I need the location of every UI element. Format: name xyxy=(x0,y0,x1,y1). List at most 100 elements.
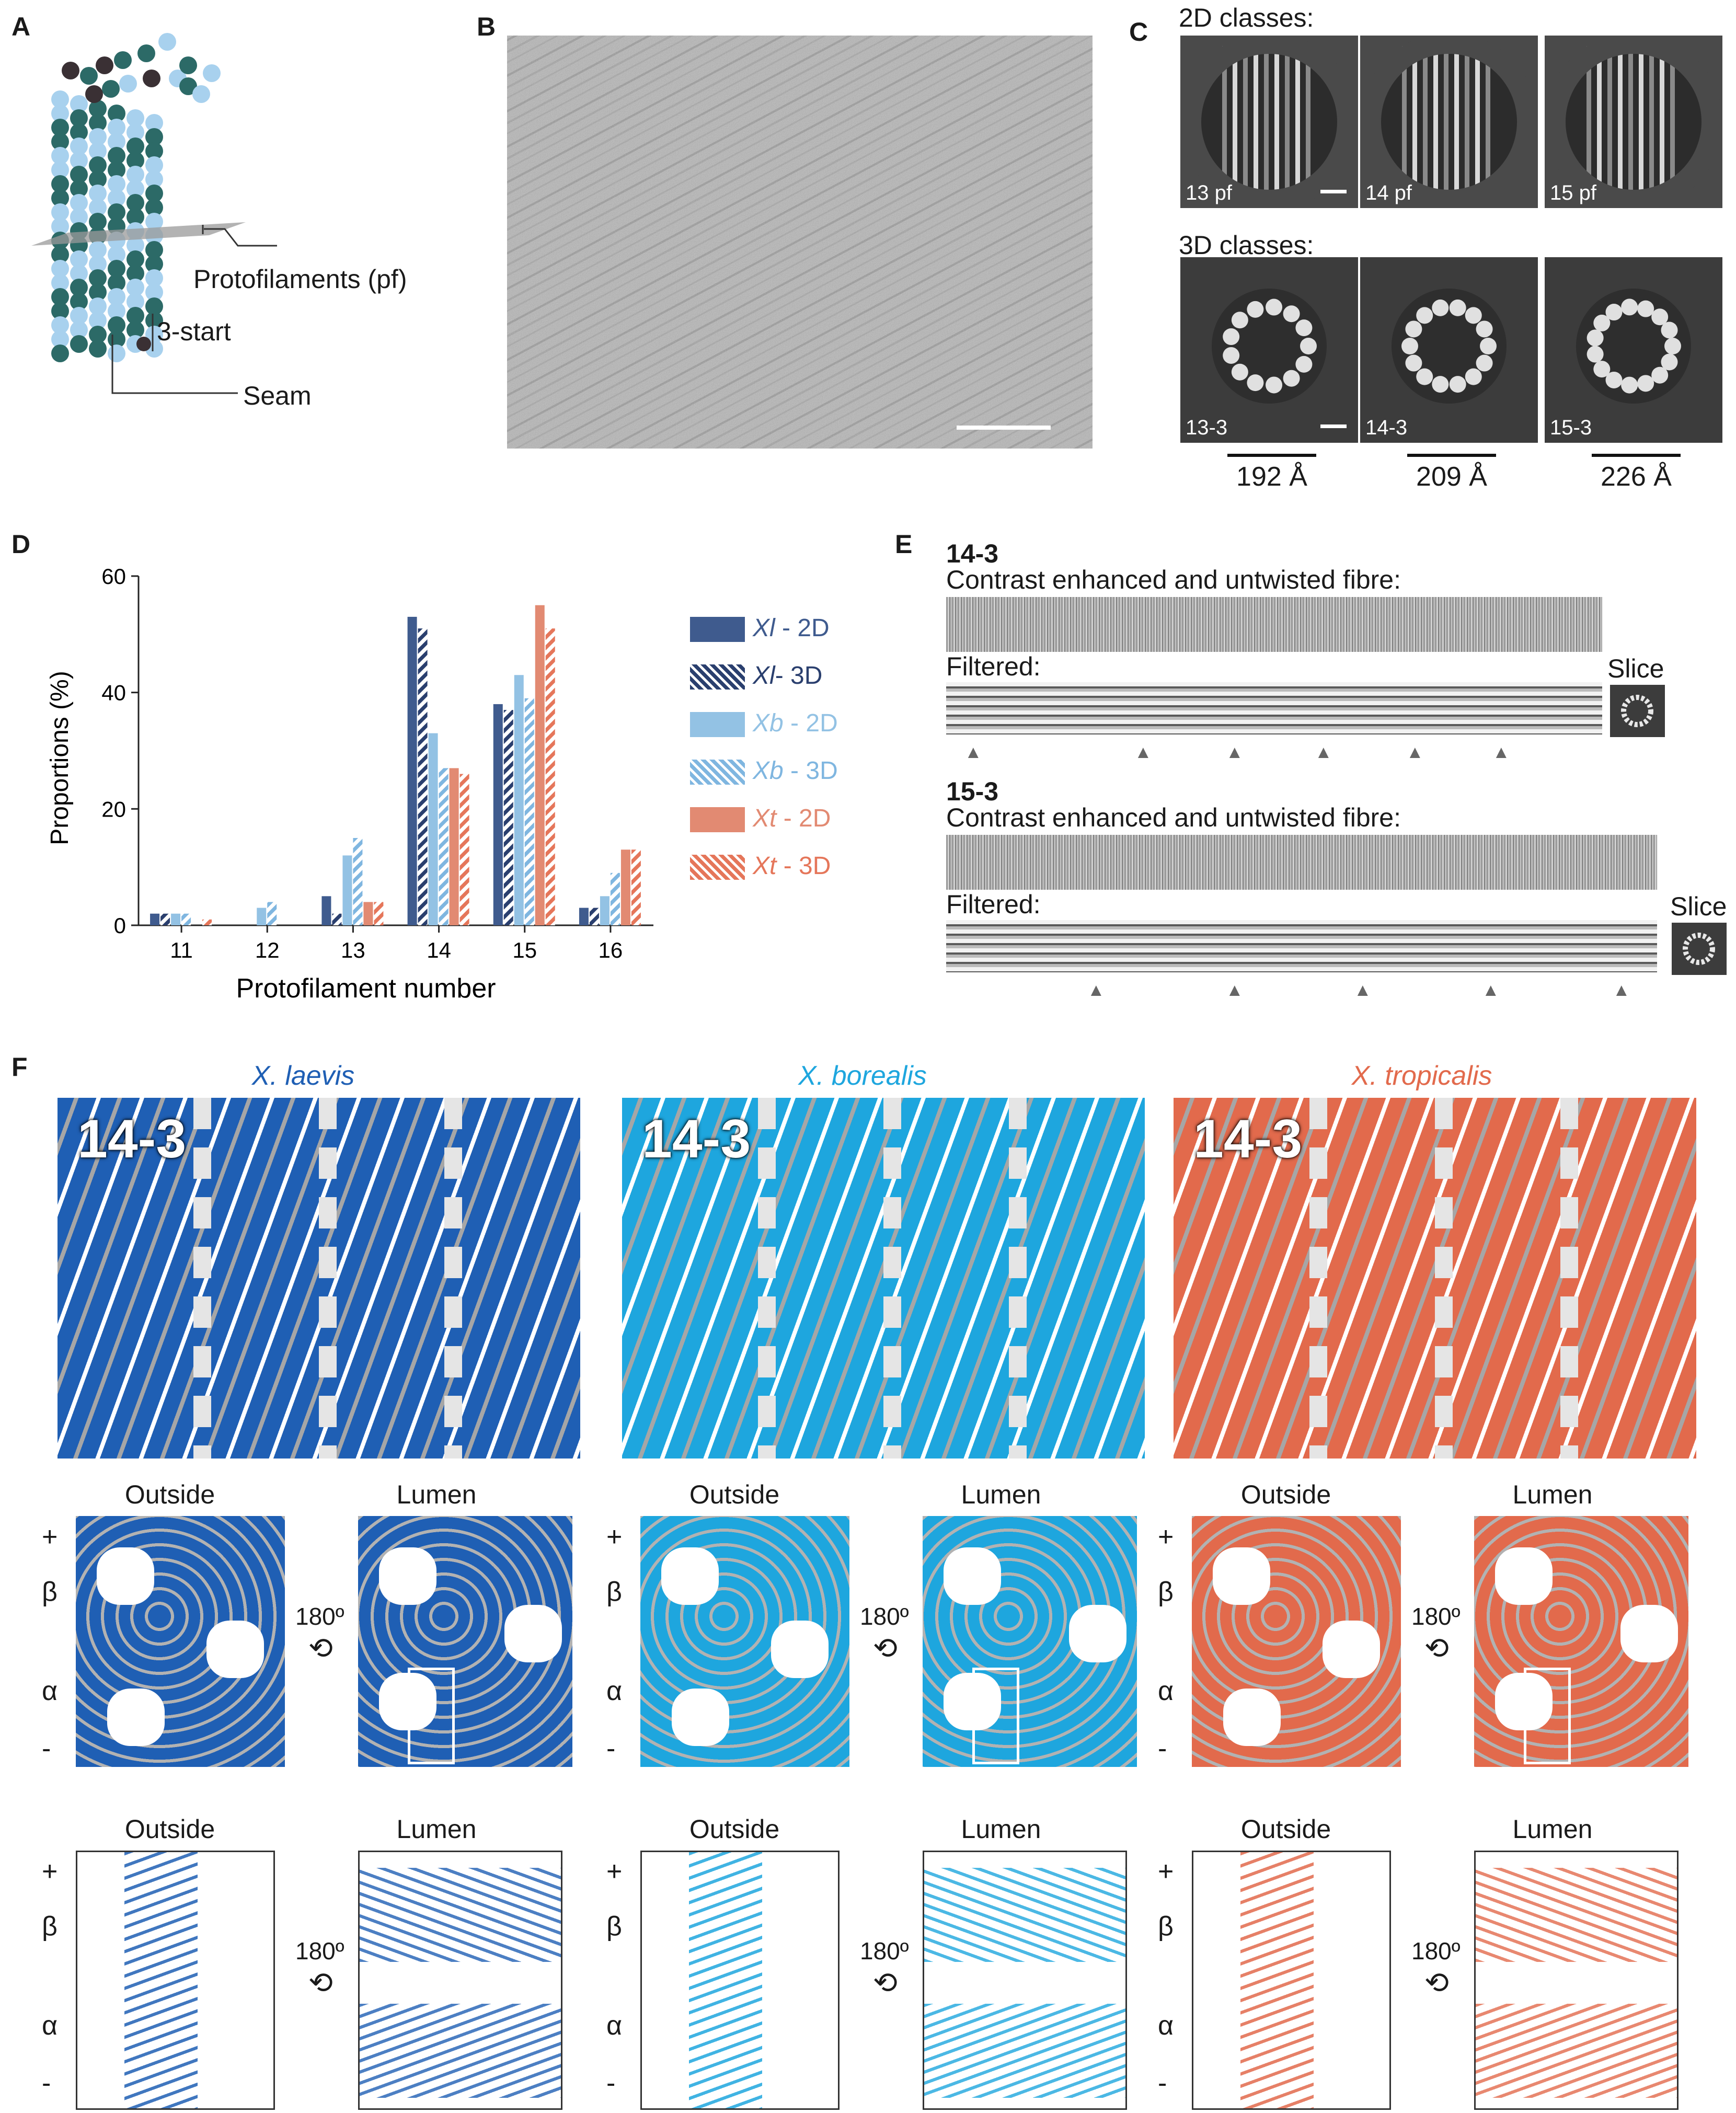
helix-trace xyxy=(1476,1868,1677,1962)
tubulin-subunit xyxy=(108,203,125,221)
legend-abbr: Xl xyxy=(753,662,775,690)
tubulin-subunit xyxy=(51,302,69,320)
tubulin-subunit xyxy=(70,335,88,353)
bar xyxy=(160,913,170,925)
tubulin-subunit xyxy=(179,56,197,74)
lattice-hole xyxy=(97,1547,154,1605)
outside-label: Outside xyxy=(124,1480,215,1509)
tubulin-subunit xyxy=(51,189,69,207)
class-2d-average: 15 pf xyxy=(1545,36,1722,208)
polarity-symbol: β xyxy=(606,1577,622,1607)
tubulin-subunit xyxy=(179,77,197,95)
cross-section-plane xyxy=(31,222,246,246)
tubulin-subunit xyxy=(108,316,125,334)
lumen-surface-zoom xyxy=(1474,1516,1688,1767)
polarity-symbol: + xyxy=(1158,1522,1174,1552)
seam-gap xyxy=(883,1098,901,1459)
helix-trace xyxy=(360,2004,561,2098)
tubulin-subunit xyxy=(70,279,88,296)
tubulin-subunit xyxy=(51,330,69,348)
polarity-symbol: - xyxy=(42,1733,51,1764)
bar xyxy=(514,675,524,925)
lattice-hole xyxy=(944,1547,1001,1605)
seam-arrow-icon: ▲ xyxy=(1482,980,1500,1000)
species-label: X. tropicalis xyxy=(1351,1061,1492,1091)
class-3d-slice: 13-3 xyxy=(1180,257,1358,443)
rotate-icon: ⟲ xyxy=(1424,1966,1449,1999)
zoom-region-box xyxy=(972,1668,1019,1764)
tubulin-subunit xyxy=(51,105,69,122)
tubulin-subunit xyxy=(70,180,88,198)
polarity-symbol: - xyxy=(1158,2068,1167,2098)
bar xyxy=(202,919,212,925)
tubulin-subunit xyxy=(89,199,107,216)
tubulin-subunit xyxy=(127,321,144,339)
fibre-class-title: 14-3 xyxy=(946,539,999,568)
panel-a-schematic xyxy=(21,21,450,439)
rotate-icon: ⟲ xyxy=(308,1966,333,1999)
x-axis-label: Protofilament number xyxy=(236,973,496,1004)
tubulin-subunit xyxy=(127,250,144,268)
polarity-symbol: + xyxy=(606,1522,623,1552)
polarity-symbol: β xyxy=(1158,1911,1174,1942)
seam-arrow-icon: ▲ xyxy=(1226,742,1244,762)
legend-entry: Xb - 3D xyxy=(753,756,838,785)
diameter-label: 192 Å xyxy=(1236,462,1307,492)
scale-bar xyxy=(1320,424,1347,428)
lumen-label: Lumen xyxy=(961,1815,1041,1844)
legend-abbr: Xb xyxy=(753,757,784,785)
polarity-symbol: + xyxy=(1158,1856,1174,1887)
lumen-label: Lumen xyxy=(1512,1480,1593,1509)
x-tick-label: 15 xyxy=(512,938,537,962)
polarity-symbol: + xyxy=(606,1856,623,1887)
tubulin-subunit xyxy=(89,128,107,146)
bar xyxy=(610,872,620,925)
class-2d-average: 13 pf xyxy=(1180,36,1358,208)
tubulin-subunit xyxy=(80,67,98,85)
density-map: 14-3 xyxy=(58,1098,580,1459)
tubulin-subunit xyxy=(108,302,125,320)
x-tick-label: 16 xyxy=(599,938,623,962)
tubulin-subunit xyxy=(89,283,107,301)
outside-surface-zoom xyxy=(76,1516,285,1767)
panel-label-a: A xyxy=(12,12,31,41)
legend-suffix: - 2D xyxy=(776,805,831,832)
contrast-enhanced-fibre xyxy=(946,835,1657,890)
polarity-symbol: α xyxy=(606,2011,623,2041)
tubulin-subunit xyxy=(127,123,144,141)
rotate-icon: ⟲ xyxy=(1424,1632,1449,1664)
tubulin-subunit xyxy=(102,80,120,98)
tubulin-subunit xyxy=(145,170,163,188)
tubulin-subunit xyxy=(127,166,144,183)
zoom-region-box xyxy=(1524,1668,1571,1764)
tubulin-subunit xyxy=(108,274,125,292)
polarity-symbol: α xyxy=(42,2011,58,2041)
seam-gap xyxy=(444,1098,462,1459)
rotation-label: 180º xyxy=(295,1603,344,1630)
contrast-label: Contrast enhanced and untwisted fibre: xyxy=(946,565,1401,594)
tubulin-subunit xyxy=(108,161,125,179)
seam-arrow-icon: ▲ xyxy=(1226,980,1244,1000)
helix-trace xyxy=(689,1852,762,2108)
seam-gap xyxy=(1309,1098,1327,1459)
seam-arrow-icon: ▲ xyxy=(1354,980,1372,1000)
outside-label: Outside xyxy=(689,1815,780,1844)
rotation-label: 180º xyxy=(1411,1937,1461,1965)
seam-arrow-icon: ▲ xyxy=(1492,742,1510,762)
y-tick-label: 20 xyxy=(101,797,126,821)
tubulin-subunit xyxy=(108,288,125,306)
label-3-start: 3-start xyxy=(157,317,231,346)
polarity-symbol: α xyxy=(1158,1676,1174,1706)
seam-arrow-icon: ▲ xyxy=(1134,742,1152,762)
class-2d-image xyxy=(1545,36,1722,208)
bar xyxy=(449,768,459,925)
tubulin-subunit xyxy=(70,208,88,226)
label-3d-classes: 3D classes: xyxy=(1179,231,1314,260)
outside-model-zoom xyxy=(640,1851,840,2110)
lumen-model-zoom xyxy=(923,1851,1127,2110)
tubulin-subunit xyxy=(143,70,160,87)
seam-gap xyxy=(1009,1098,1027,1459)
bar xyxy=(631,849,641,925)
slice-image xyxy=(1672,923,1727,975)
lumen-label: Lumen xyxy=(396,1815,477,1844)
